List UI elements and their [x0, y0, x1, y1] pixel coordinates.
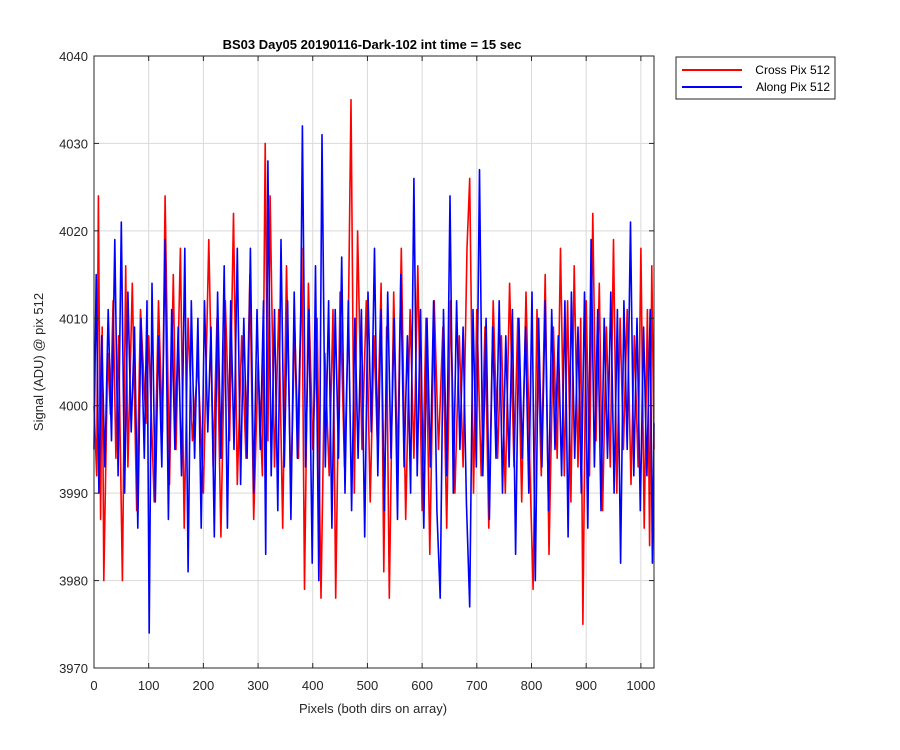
- y-tick-label: 4040: [59, 49, 88, 64]
- axes-box: [93, 55, 655, 669]
- legend-label-1: Cross Pix 512: [755, 63, 830, 77]
- x-tick-label: 500: [357, 678, 379, 693]
- y-axis-label: Signal (ADU) @ pix 512: [31, 293, 46, 431]
- legend-box: [675, 56, 836, 100]
- x-tick-label: 300: [247, 678, 269, 693]
- legend: Cross Pix 512 Along Pix 512: [675, 56, 836, 100]
- y-tick-label: 3970: [59, 661, 88, 676]
- y-tick-label: 3980: [59, 574, 88, 589]
- x-tick-label: 0: [90, 678, 97, 693]
- x-tick-label: 100: [138, 678, 160, 693]
- legend-label-2: Along Pix 512: [756, 80, 830, 94]
- x-tick-label: 600: [411, 678, 433, 693]
- series-line-2: [93, 125, 655, 634]
- y-tick-label: 4010: [59, 311, 88, 326]
- ticks: 0 100 200 300 400 500 600 700 800 900 1000 3970 3980…: [59, 49, 655, 693]
- y-tick-label: 3990: [59, 486, 88, 501]
- x-tick-label: 1000: [626, 678, 655, 693]
- x-axis-label: Pixels (both dirs on array): [299, 701, 447, 716]
- axes: [93, 55, 655, 669]
- x-tick-label: 200: [193, 678, 215, 693]
- x-tick-label: 900: [575, 678, 597, 693]
- y-tick-label: 4030: [59, 136, 88, 151]
- y-tick-label: 4000: [59, 399, 88, 414]
- series-layer: [93, 98, 655, 634]
- x-tick-label: 700: [466, 678, 488, 693]
- chart-title: BS03 Day05 20190116-Dark-102 int time = …: [223, 37, 522, 52]
- x-tick-label: 400: [302, 678, 324, 693]
- y-tick-label: 4020: [59, 224, 88, 239]
- x-tick-label: 800: [521, 678, 543, 693]
